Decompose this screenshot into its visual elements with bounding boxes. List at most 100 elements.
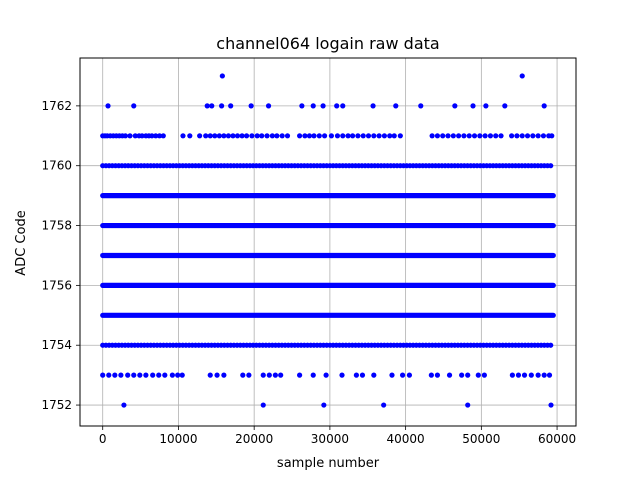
data-point [406,372,413,378]
data-point [156,372,162,378]
data-point [471,133,478,139]
data-point [470,103,476,109]
data-point [169,372,175,378]
data-point [482,133,488,139]
data-point [321,402,327,408]
data-point [493,133,499,139]
data-point [456,133,462,139]
data-point [549,133,555,139]
data-point [370,103,376,109]
data-point [481,372,487,378]
data-point [446,372,453,378]
chart-title: channel064 logain raw data [216,34,439,53]
data-point [465,402,471,408]
data-points [100,73,556,408]
data-point [328,133,335,139]
data-point [122,133,129,139]
data-point [131,103,137,109]
data-point [334,133,341,139]
data-point [498,133,504,139]
data-point [127,133,133,139]
data-point [376,133,382,139]
data-point [243,133,250,139]
data-point [359,372,366,378]
data-point [299,103,305,109]
data-point [340,133,346,139]
data-point [391,133,397,139]
data-point [320,103,326,109]
data-point [321,133,328,139]
data-point [254,133,260,139]
data-point [175,372,181,378]
data-point [260,402,266,408]
y-tick-label: 1752 [41,398,72,412]
data-point [323,372,329,378]
data-point [246,372,252,378]
data-point [528,372,534,378]
data-point [274,133,280,139]
data-point [381,402,387,408]
x-axis-label: sample number [277,456,380,471]
data-point [509,133,515,139]
data-point [399,372,406,378]
data-point [535,372,541,378]
data-point [509,372,515,378]
x-tick-label: 50000 [462,432,500,446]
y-axis-ticks: 1752 1754 1756 1758 1760 1762 [41,99,80,412]
data-point [389,372,395,378]
data-point [121,402,127,408]
data-point [466,133,472,139]
data-point [248,103,254,109]
y-tick-label: 1762 [41,99,72,113]
data-point [548,402,554,408]
data-point [334,103,340,109]
data-point [440,133,446,139]
data-point [371,133,377,139]
data-point [249,133,255,139]
data-point [519,73,525,79]
data-point [519,133,525,139]
data-point [209,103,215,109]
data-point [477,133,483,139]
data-point [350,133,356,139]
data-point [310,103,316,109]
data-point [162,372,168,378]
data-point [149,133,155,139]
data-point [541,103,547,109]
data-point [487,133,494,139]
data-point [221,133,227,139]
data-point [452,103,458,109]
data-point [197,133,203,139]
data-point [381,133,388,139]
data-point [234,133,241,139]
data-point [465,372,471,378]
data-point [219,103,225,109]
data-point [265,103,272,109]
data-point [353,372,359,378]
data-point [418,103,424,109]
data-point [524,133,531,139]
data-point [203,133,209,139]
data-point [228,103,234,109]
data-point [207,372,213,378]
data-point [106,372,112,378]
data-point [371,372,377,378]
data-point [360,133,366,139]
data-point [139,133,145,139]
data-point [207,133,213,139]
x-tick-label: 30000 [311,432,349,446]
x-tick-label: 60000 [538,432,576,446]
plot-frame [79,57,577,427]
data-point [397,133,403,139]
data-point [387,133,393,139]
data-point [187,133,193,139]
data-point [105,103,111,109]
data-point [160,133,166,139]
data-point [541,372,547,378]
data-point [212,133,218,139]
data-point [535,133,541,139]
data-point [345,133,351,139]
